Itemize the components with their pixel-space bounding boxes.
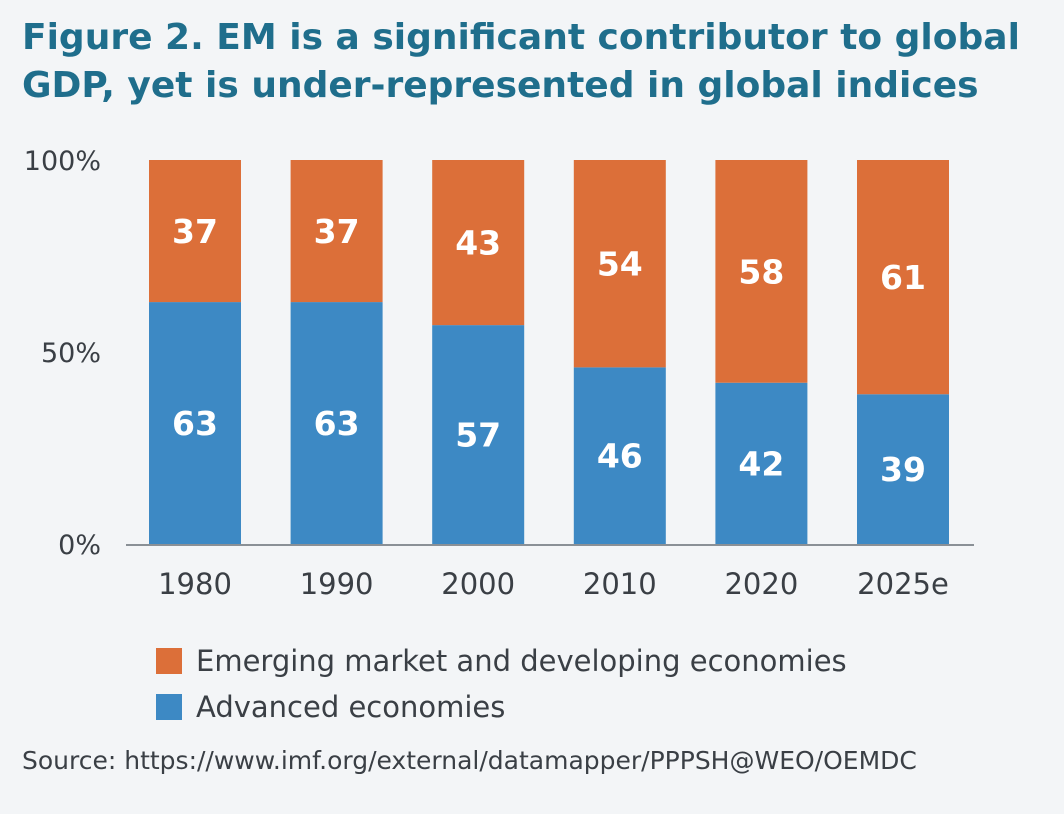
x-tick-label: 2010 [583, 567, 657, 601]
bar-advanced [149, 302, 241, 544]
x-tick-label: 2000 [441, 567, 515, 601]
legend-swatch [156, 694, 182, 720]
data-label: 54 [597, 245, 643, 284]
bar-advanced [715, 382, 808, 544]
x-tick-label: 2025e [857, 567, 949, 601]
bar-advanced [432, 325, 525, 544]
y-tick-label: 100% [24, 146, 101, 177]
data-label: 37 [314, 212, 360, 251]
legend-label: Emerging market and developing economies [196, 644, 847, 678]
x-tick-label: 1980 [158, 567, 232, 601]
data-label: 63 [314, 404, 360, 443]
y-tick-label: 0% [58, 530, 101, 561]
bar-advanced [573, 367, 666, 544]
data-label: 61 [880, 258, 926, 297]
chart-title: Figure 2. EM is a significant contributo… [22, 17, 1020, 106]
x-tick-label: 2020 [724, 567, 798, 601]
source-note: Source: https://www.imf.org/external/dat… [22, 746, 917, 775]
chart-legend: Emerging market and developing economies… [156, 638, 847, 730]
legend-item: Emerging market and developing economies [156, 638, 847, 684]
bar-emerging [573, 160, 666, 368]
data-label: 43 [455, 224, 501, 263]
bar-emerging [149, 160, 241, 303]
data-label: 39 [880, 450, 926, 489]
data-label: 37 [172, 212, 218, 251]
y-tick-label: 50% [41, 338, 101, 369]
bar-emerging [715, 160, 808, 383]
legend-swatch [156, 648, 182, 674]
data-label: 58 [738, 252, 784, 291]
bar-advanced [857, 394, 949, 544]
data-label: 57 [455, 416, 501, 455]
bar-advanced [290, 302, 383, 544]
bar-emerging [857, 160, 949, 395]
legend-item: Advanced economies [156, 684, 847, 730]
data-label: 46 [597, 437, 643, 476]
bar-emerging [290, 160, 383, 303]
stacked-bar-chart: 0% 50% 100% 63 37 1980 63 37 1990 57 43 2000 46 54 201… [24, 146, 974, 601]
legend-label: Advanced economies [196, 690, 506, 724]
bar-emerging [432, 160, 525, 326]
x-tick-label: 1990 [300, 567, 374, 601]
data-label: 42 [738, 444, 784, 483]
data-label: 63 [172, 404, 218, 443]
